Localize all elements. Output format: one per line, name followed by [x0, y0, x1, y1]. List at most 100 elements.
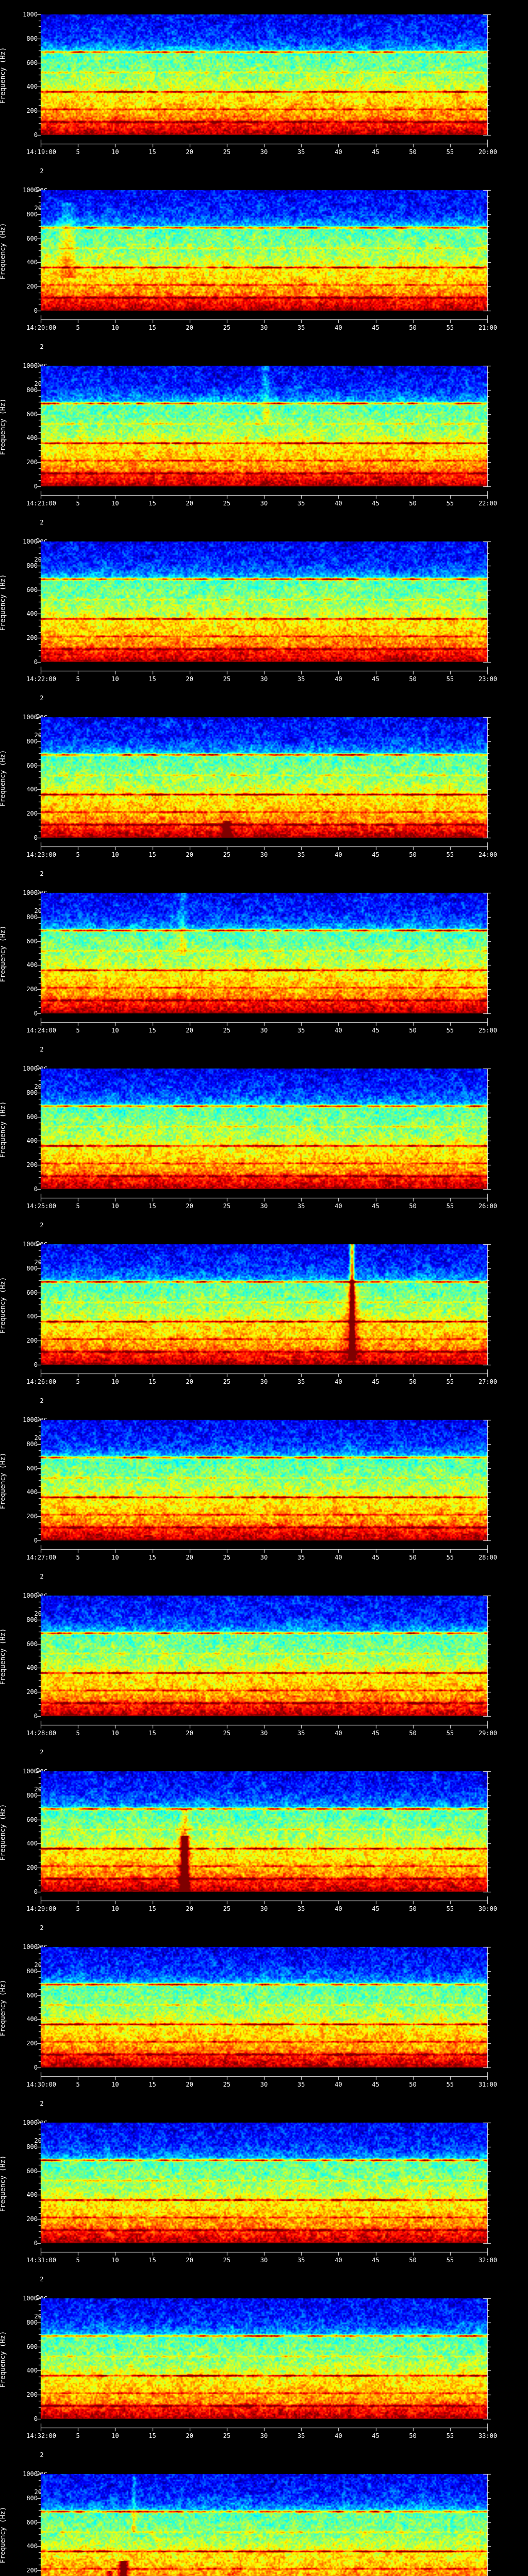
spectrogram-canvas	[0, 2460, 528, 2576]
x-tick-label: 15	[148, 851, 156, 858]
x-tick-label: 45	[372, 1202, 380, 1210]
y-axis-title: Frequency (Hz)	[0, 1804, 7, 1861]
x-tick-label: 45	[372, 1905, 380, 1912]
y-axis-title: Frequency (Hz)	[0, 2506, 7, 2564]
spectrogram-canvas	[0, 1054, 528, 1230]
x-tick-label: 5	[76, 1905, 80, 1912]
spectrogram-panel: Frequency (Hz) 14:33:00 34:00 2 Dec 2015…	[0, 2460, 528, 2576]
y-tick-label: 0	[34, 131, 38, 139]
x-tick-label: 10	[111, 675, 119, 683]
x-tick-label: 25	[223, 1378, 231, 1385]
y-axis-title: Frequency (Hz)	[0, 1277, 7, 1334]
x-axis-start-time: 14:26:00	[26, 1378, 56, 1385]
x-tick-label: 50	[409, 1378, 417, 1385]
x-tick-label: 40	[335, 1554, 342, 1561]
x-tick-label: 5	[76, 2257, 80, 2264]
y-tick-label: 600	[26, 2343, 38, 2350]
x-axis-end-time: 25:00	[478, 1027, 498, 1034]
y-tick-label: 800	[26, 1967, 38, 1975]
x-tick-label: 30	[260, 2432, 268, 2439]
y-tick-label: 800	[26, 1440, 38, 1448]
x-tick-label: 45	[372, 675, 380, 683]
date-day: 2	[40, 1924, 44, 1931]
x-axis-start-time: 14:19:00	[26, 148, 56, 156]
x-tick-label: 55	[446, 851, 454, 858]
y-tick-label: 400	[26, 83, 38, 91]
y-tick-label: 800	[26, 562, 38, 569]
y-tick-label: 800	[26, 2494, 38, 2502]
x-tick-label: 20	[186, 1378, 193, 1385]
x-tick-label: 45	[372, 1730, 380, 1737]
x-tick-label: 25	[223, 1905, 231, 1912]
x-axis-end-time: 31:00	[478, 2081, 498, 2088]
x-tick-label: 15	[148, 1554, 156, 1561]
x-tick-label: 40	[335, 500, 342, 507]
x-tick-label: 30	[260, 1730, 268, 1737]
x-tick-label: 40	[335, 1202, 342, 1210]
y-tick-label: 400	[26, 786, 38, 793]
x-tick-label: 55	[446, 2432, 454, 2439]
x-tick-label: 10	[111, 148, 119, 156]
x-tick-label: 10	[111, 851, 119, 858]
y-tick-label: 200	[26, 2215, 38, 2223]
x-tick-label: 50	[409, 500, 417, 507]
spectrogram-panel: Frequency (Hz) 14:27:00 28:00 2 Dec 2015…	[0, 1405, 528, 1617]
y-tick-label: 400	[26, 1664, 38, 1672]
x-tick-label: 45	[372, 1027, 380, 1034]
x-tick-label: 40	[335, 1730, 342, 1737]
x-tick-label: 55	[446, 1378, 454, 1385]
spectrogram-panel: Frequency (Hz) 14:30:00 31:00 2 Dec 2015…	[0, 1933, 528, 2144]
y-tick-label: 600	[26, 2167, 38, 2175]
y-tick-label: 800	[26, 2318, 38, 2326]
y-axis-title: Frequency (Hz)	[0, 2331, 7, 2388]
x-tick-label: 20	[186, 1202, 193, 1210]
y-tick-label: 400	[26, 2191, 38, 2199]
x-axis-end-time: 26:00	[478, 1202, 498, 1210]
y-tick-label: 0	[34, 1361, 38, 1368]
x-tick-label: 25	[223, 1202, 231, 1210]
spectrogram-panel: Frequency (Hz) 14:28:00 29:00 2 Dec 2015…	[0, 1581, 528, 1792]
x-tick-label: 15	[148, 1730, 156, 1737]
x-tick-label: 55	[446, 148, 454, 156]
x-tick-label: 25	[223, 324, 231, 331]
date-day: 2	[40, 343, 44, 350]
y-tick-label: 400	[26, 1313, 38, 1320]
date-day: 2	[40, 1573, 44, 1580]
y-axis-title: Frequency (Hz)	[0, 2155, 7, 2212]
y-tick-label: 200	[26, 1513, 38, 1520]
y-tick-label: 600	[26, 1464, 38, 1472]
x-tick-label: 55	[446, 1730, 454, 1737]
x-axis-end-time: 20:00	[478, 148, 498, 156]
y-tick-label: 1000	[23, 11, 38, 18]
y-tick-label: 400	[26, 2015, 38, 2023]
x-tick-label: 20	[186, 500, 193, 507]
x-tick-label: 5	[76, 1378, 80, 1385]
x-tick-label: 30	[260, 2257, 268, 2264]
x-tick-label: 40	[335, 2432, 342, 2439]
y-tick-label: 600	[26, 2518, 38, 2526]
spectrogram-canvas	[0, 1405, 528, 1581]
x-tick-label: 50	[409, 148, 417, 156]
spectrogram-panel: Frequency (Hz) 14:26:00 27:00 2 Dec 2015…	[0, 1230, 528, 1441]
x-tick-label: 40	[335, 851, 342, 858]
x-tick-label: 10	[111, 1554, 119, 1561]
x-tick-label: 5	[76, 324, 80, 331]
x-tick-label: 35	[297, 1730, 305, 1737]
spectrogram-panel: Frequency (Hz) 14:22:00 23:00 2 Dec 2015…	[0, 527, 528, 738]
x-tick-label: 35	[297, 1378, 305, 1385]
date-day: 2	[40, 1046, 44, 1053]
x-tick-label: 35	[297, 324, 305, 331]
x-axis-end-time: 23:00	[478, 675, 498, 683]
x-axis-end-time: 33:00	[478, 2432, 498, 2439]
y-tick-label: 600	[26, 1289, 38, 1296]
y-tick-label: 800	[26, 913, 38, 921]
x-tick-label: 35	[297, 1905, 305, 1912]
x-tick-label: 50	[409, 851, 417, 858]
date-day: 2	[40, 1397, 44, 1404]
x-tick-label: 40	[335, 148, 342, 156]
x-tick-label: 55	[446, 1202, 454, 1210]
x-tick-label: 55	[446, 500, 454, 507]
x-tick-label: 20	[186, 2432, 193, 2439]
y-tick-label: 1000	[23, 2470, 38, 2478]
